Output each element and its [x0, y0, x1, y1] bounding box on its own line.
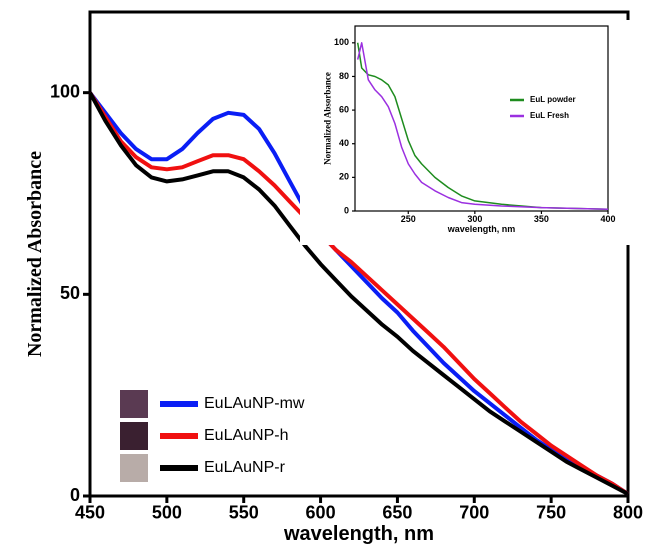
y-axis-label: Normalized Absorbance	[323, 72, 333, 165]
series-line	[88, 91, 629, 496]
x-tick-label: 700	[459, 503, 489, 523]
x-tick-label: 550	[229, 503, 259, 523]
y-axis-label: Normalized Absorbance	[24, 151, 46, 357]
plot-frame	[354, 25, 609, 212]
legend-vial	[120, 390, 148, 418]
x-tick-label: 650	[382, 503, 412, 523]
y-tick-label: 80	[339, 71, 349, 81]
x-axis-label: wavelength, nm	[283, 523, 434, 545]
y-tick-label: 0	[70, 485, 80, 505]
x-tick-label: 800	[613, 503, 643, 523]
series-line	[356, 42, 609, 211]
plot-frame	[88, 10, 630, 498]
y-tick-label: 60	[339, 104, 349, 114]
y-tick-label: 0	[344, 205, 349, 215]
x-tick-label: 250	[401, 214, 416, 224]
legend-label: EuLAuNP-r	[204, 459, 286, 476]
y-tick-label: 100	[50, 81, 80, 101]
legend-label: EuL powder	[530, 95, 576, 104]
y-tick-label: 50	[60, 283, 80, 303]
x-tick-label: 600	[306, 503, 336, 523]
y-tick-label: 40	[339, 138, 349, 148]
x-tick-label: 350	[534, 214, 549, 224]
x-tick-label: 300	[467, 214, 482, 224]
x-tick-label: 400	[600, 214, 615, 224]
x-tick-label: 500	[152, 503, 182, 523]
legend-label: EuLAuNP-mw	[204, 395, 305, 412]
series-line	[356, 42, 609, 211]
y-tick-label: 20	[339, 172, 349, 182]
x-tick-label: 750	[536, 503, 566, 523]
x-tick-label: 450	[75, 503, 105, 523]
legend-label: EuL Fresh	[530, 111, 569, 120]
x-axis-label: wavelength, nm	[447, 224, 516, 234]
legend-vial	[120, 422, 148, 450]
legend-vial	[120, 454, 148, 482]
legend-label: EuLAuNP-h	[204, 427, 289, 444]
y-tick-label: 100	[334, 37, 349, 47]
series-line	[88, 91, 630, 496]
